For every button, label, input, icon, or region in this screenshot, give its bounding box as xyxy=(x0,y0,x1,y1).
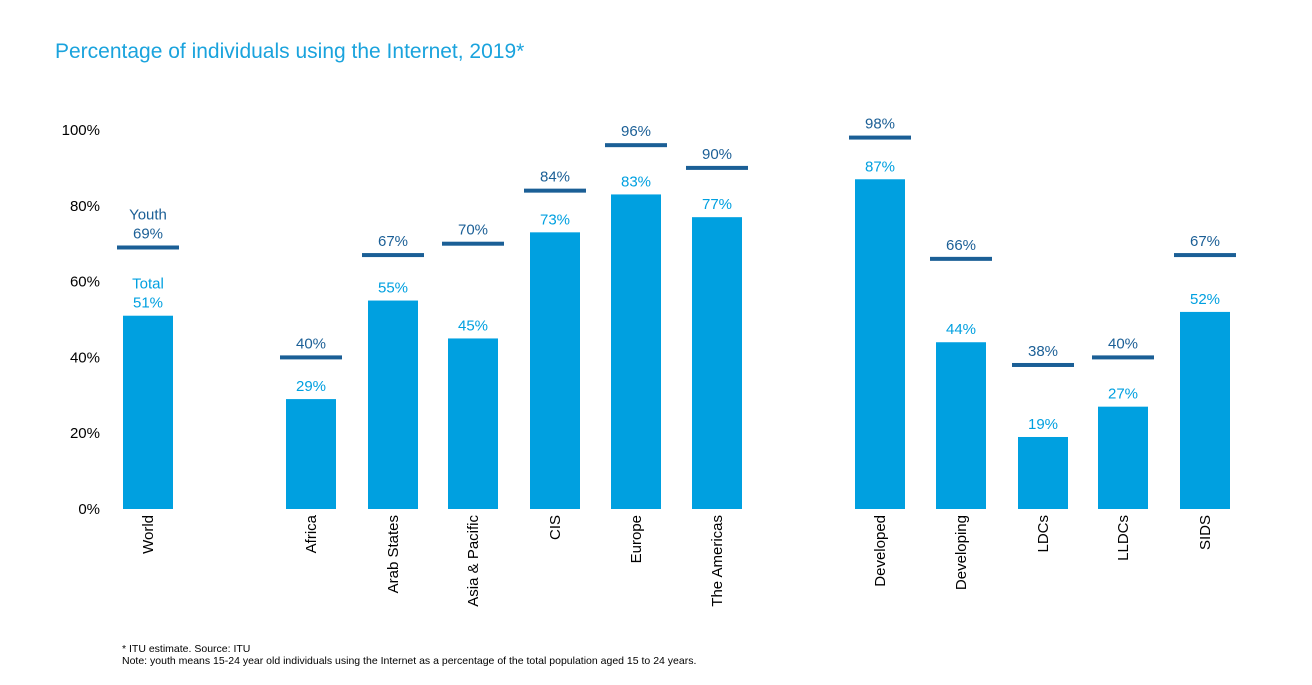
youth-line xyxy=(1012,362,1074,367)
youth-line xyxy=(362,253,424,258)
total-bar xyxy=(286,399,336,509)
youth-value-label: 40% xyxy=(1108,335,1138,352)
total-bar xyxy=(611,194,661,509)
youth-value-label: 84% xyxy=(540,169,570,186)
total-bar xyxy=(1018,436,1068,509)
youth-line xyxy=(442,241,504,246)
youth-value-label: 38% xyxy=(1028,343,1058,360)
youth-value-label: 40% xyxy=(296,335,326,352)
total-bar xyxy=(692,217,742,510)
total-bar xyxy=(368,300,418,509)
total-value-label: 44% xyxy=(946,321,976,338)
youth-line xyxy=(686,165,748,170)
total-value-label: 19% xyxy=(1028,416,1058,433)
y-tick-label: 40% xyxy=(70,349,100,366)
category-label: Arab States xyxy=(385,515,402,593)
total-value-label: 45% xyxy=(458,317,488,334)
total-value-label: 27% xyxy=(1108,386,1138,403)
total-value-label: 73% xyxy=(540,211,570,228)
note-footnote: Note: youth means 15-24 year old individ… xyxy=(122,655,697,667)
total-value-label: 87% xyxy=(865,158,895,175)
total-bar xyxy=(1180,311,1230,509)
total-bar xyxy=(936,342,986,509)
category-label: Developing xyxy=(953,515,970,590)
y-tick-label: 80% xyxy=(70,198,100,215)
total-bar xyxy=(123,315,173,509)
total-bar xyxy=(530,232,580,509)
youth-value-label: 67% xyxy=(1190,233,1220,250)
youth-series-label: Youth xyxy=(129,206,167,223)
total-value-label: 29% xyxy=(296,378,326,395)
total-bar xyxy=(855,179,905,509)
category-label: Asia & Pacific xyxy=(465,515,482,607)
category-label: Developed xyxy=(872,515,889,587)
youth-line xyxy=(849,135,911,140)
youth-line xyxy=(280,355,342,360)
category-label: World xyxy=(140,515,157,554)
category-label: Europe xyxy=(628,515,645,563)
youth-value-label: 66% xyxy=(946,237,976,254)
category-label: SIDS xyxy=(1197,515,1214,550)
youth-value-label: 98% xyxy=(865,116,895,133)
total-value-label: 51% xyxy=(133,295,163,312)
youth-value-label: 96% xyxy=(621,123,651,140)
category-label: LLDCs xyxy=(1115,515,1132,561)
chart-title: Percentage of individuals using the Inte… xyxy=(55,40,525,63)
source-footnote: * ITU estimate. Source: ITU xyxy=(122,643,251,655)
y-tick-label: 0% xyxy=(78,501,100,518)
category-label: LDCs xyxy=(1035,515,1052,553)
total-value-label: 52% xyxy=(1190,291,1220,308)
total-value-label: 55% xyxy=(378,280,408,297)
total-series-label: Total xyxy=(132,276,164,293)
category-label: Africa xyxy=(303,514,320,553)
youth-line xyxy=(1092,355,1154,360)
youth-line xyxy=(605,143,667,148)
category-label: CIS xyxy=(547,515,564,540)
total-bar xyxy=(1098,406,1148,509)
y-tick-label: 60% xyxy=(70,274,100,291)
total-value-label: 83% xyxy=(621,173,651,190)
youth-line xyxy=(117,245,179,250)
youth-value-label: 70% xyxy=(458,222,488,239)
category-label: The Americas xyxy=(709,515,726,607)
youth-line xyxy=(930,256,992,261)
total-value-label: 77% xyxy=(702,196,732,213)
youth-value-label: 69% xyxy=(133,225,163,242)
y-tick-label: 100% xyxy=(62,122,100,139)
youth-line xyxy=(1174,253,1236,258)
youth-value-label: 67% xyxy=(378,233,408,250)
y-tick-label: 20% xyxy=(70,425,100,442)
youth-value-label: 90% xyxy=(702,146,732,163)
youth-line xyxy=(524,188,586,193)
total-bar xyxy=(448,338,498,509)
